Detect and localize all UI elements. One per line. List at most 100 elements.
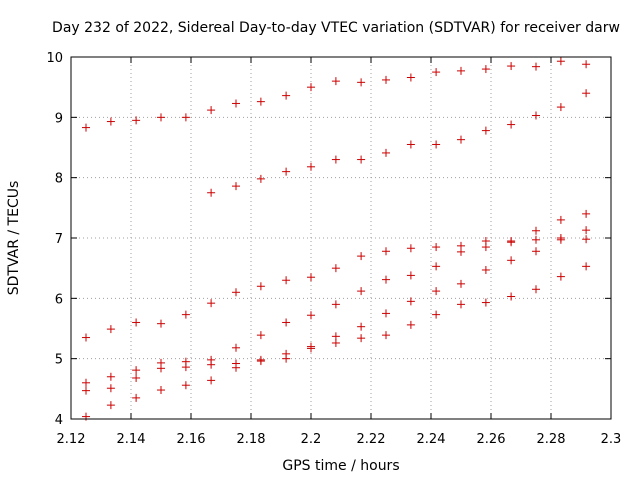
data-point	[532, 111, 540, 120]
x-tick-label: 2.2	[301, 432, 322, 447]
y-tick-label: 9	[55, 111, 63, 126]
x-tick-label: 2.22	[357, 432, 386, 447]
data-point	[556, 272, 565, 281]
data-point	[457, 247, 465, 256]
data-point	[232, 343, 240, 352]
data-point	[157, 113, 165, 122]
data-point	[132, 373, 141, 382]
data-point	[106, 401, 115, 410]
data-point	[357, 78, 366, 87]
data-point	[82, 123, 90, 132]
data-point	[207, 360, 216, 369]
data-point	[106, 372, 115, 381]
x-tick-label: 2.24	[417, 432, 446, 447]
data-point	[232, 182, 240, 191]
data-point	[507, 120, 516, 129]
data-point	[382, 331, 390, 340]
data-point	[582, 209, 591, 218]
data-point	[481, 126, 490, 135]
data-point	[181, 310, 190, 319]
data-point	[406, 73, 415, 82]
data-point	[556, 234, 565, 242]
data-point	[432, 140, 441, 149]
data-point	[181, 113, 190, 122]
data-point	[532, 62, 540, 71]
data-point	[357, 334, 366, 343]
y-tick-label: 6	[55, 292, 63, 307]
data-point	[582, 235, 591, 244]
data-point	[406, 320, 415, 329]
data-point	[406, 297, 415, 306]
data-point	[307, 311, 315, 320]
data-point	[532, 226, 540, 235]
y-tick-label: 10	[46, 51, 63, 66]
data-points	[82, 57, 591, 421]
data-point	[106, 384, 115, 393]
data-point	[382, 275, 390, 284]
data-point	[432, 262, 441, 271]
data-point	[432, 68, 441, 77]
data-point	[181, 363, 190, 372]
data-point	[82, 378, 90, 387]
chart-title: Day 232 of 2022, Sidereal Day-to-day VTE…	[52, 20, 620, 36]
data-point	[457, 300, 465, 309]
data-point	[232, 99, 240, 108]
data-point	[457, 66, 465, 75]
data-point	[282, 318, 291, 327]
data-point	[157, 319, 165, 328]
data-point	[331, 300, 340, 309]
data-point	[331, 338, 340, 347]
data-point	[106, 117, 115, 126]
data-point	[406, 271, 415, 280]
data-point	[481, 65, 490, 74]
data-point	[256, 282, 265, 291]
data-point	[207, 299, 216, 308]
data-point	[507, 238, 516, 247]
data-point	[406, 244, 415, 253]
data-point	[357, 155, 366, 164]
data-point	[82, 386, 90, 395]
data-point	[207, 106, 216, 115]
data-point	[481, 298, 490, 307]
x-tick-label: 2.16	[177, 432, 206, 447]
y-tick-label: 7	[55, 232, 63, 247]
data-point	[207, 376, 216, 385]
x-tick-label: 2.14	[117, 432, 146, 447]
data-point	[582, 60, 591, 69]
x-tick-label: 2.3	[601, 432, 622, 447]
data-point	[232, 288, 240, 297]
x-axis-label: GPS time / hours	[282, 458, 399, 474]
data-point	[132, 366, 141, 375]
data-point	[157, 364, 165, 373]
data-point	[207, 188, 216, 197]
data-point	[457, 135, 465, 144]
x-tick-label: 2.12	[57, 432, 86, 447]
data-point	[582, 226, 591, 235]
data-point	[132, 318, 141, 327]
data-point	[382, 309, 390, 318]
axis-ticks	[70, 56, 612, 420]
y-axis-label: SDTVAR / TECUs	[6, 181, 22, 296]
data-point	[331, 264, 340, 273]
data-point	[357, 252, 366, 261]
data-point	[307, 344, 315, 353]
data-point	[432, 243, 441, 252]
grid-lines	[71, 57, 611, 419]
data-point	[307, 273, 315, 282]
y-tick-label: 4	[55, 413, 63, 428]
data-point	[432, 287, 441, 296]
data-point	[382, 75, 390, 84]
data-point	[307, 162, 315, 171]
data-point	[232, 363, 240, 372]
data-point	[357, 287, 366, 296]
data-point	[331, 77, 340, 86]
data-point	[507, 256, 516, 265]
x-tick-label: 2.18	[237, 432, 266, 447]
data-point	[82, 333, 90, 342]
data-point	[406, 140, 415, 149]
data-point	[532, 247, 540, 256]
data-point	[256, 331, 265, 340]
data-point	[481, 243, 490, 252]
data-point	[256, 97, 265, 106]
data-point	[282, 91, 291, 100]
